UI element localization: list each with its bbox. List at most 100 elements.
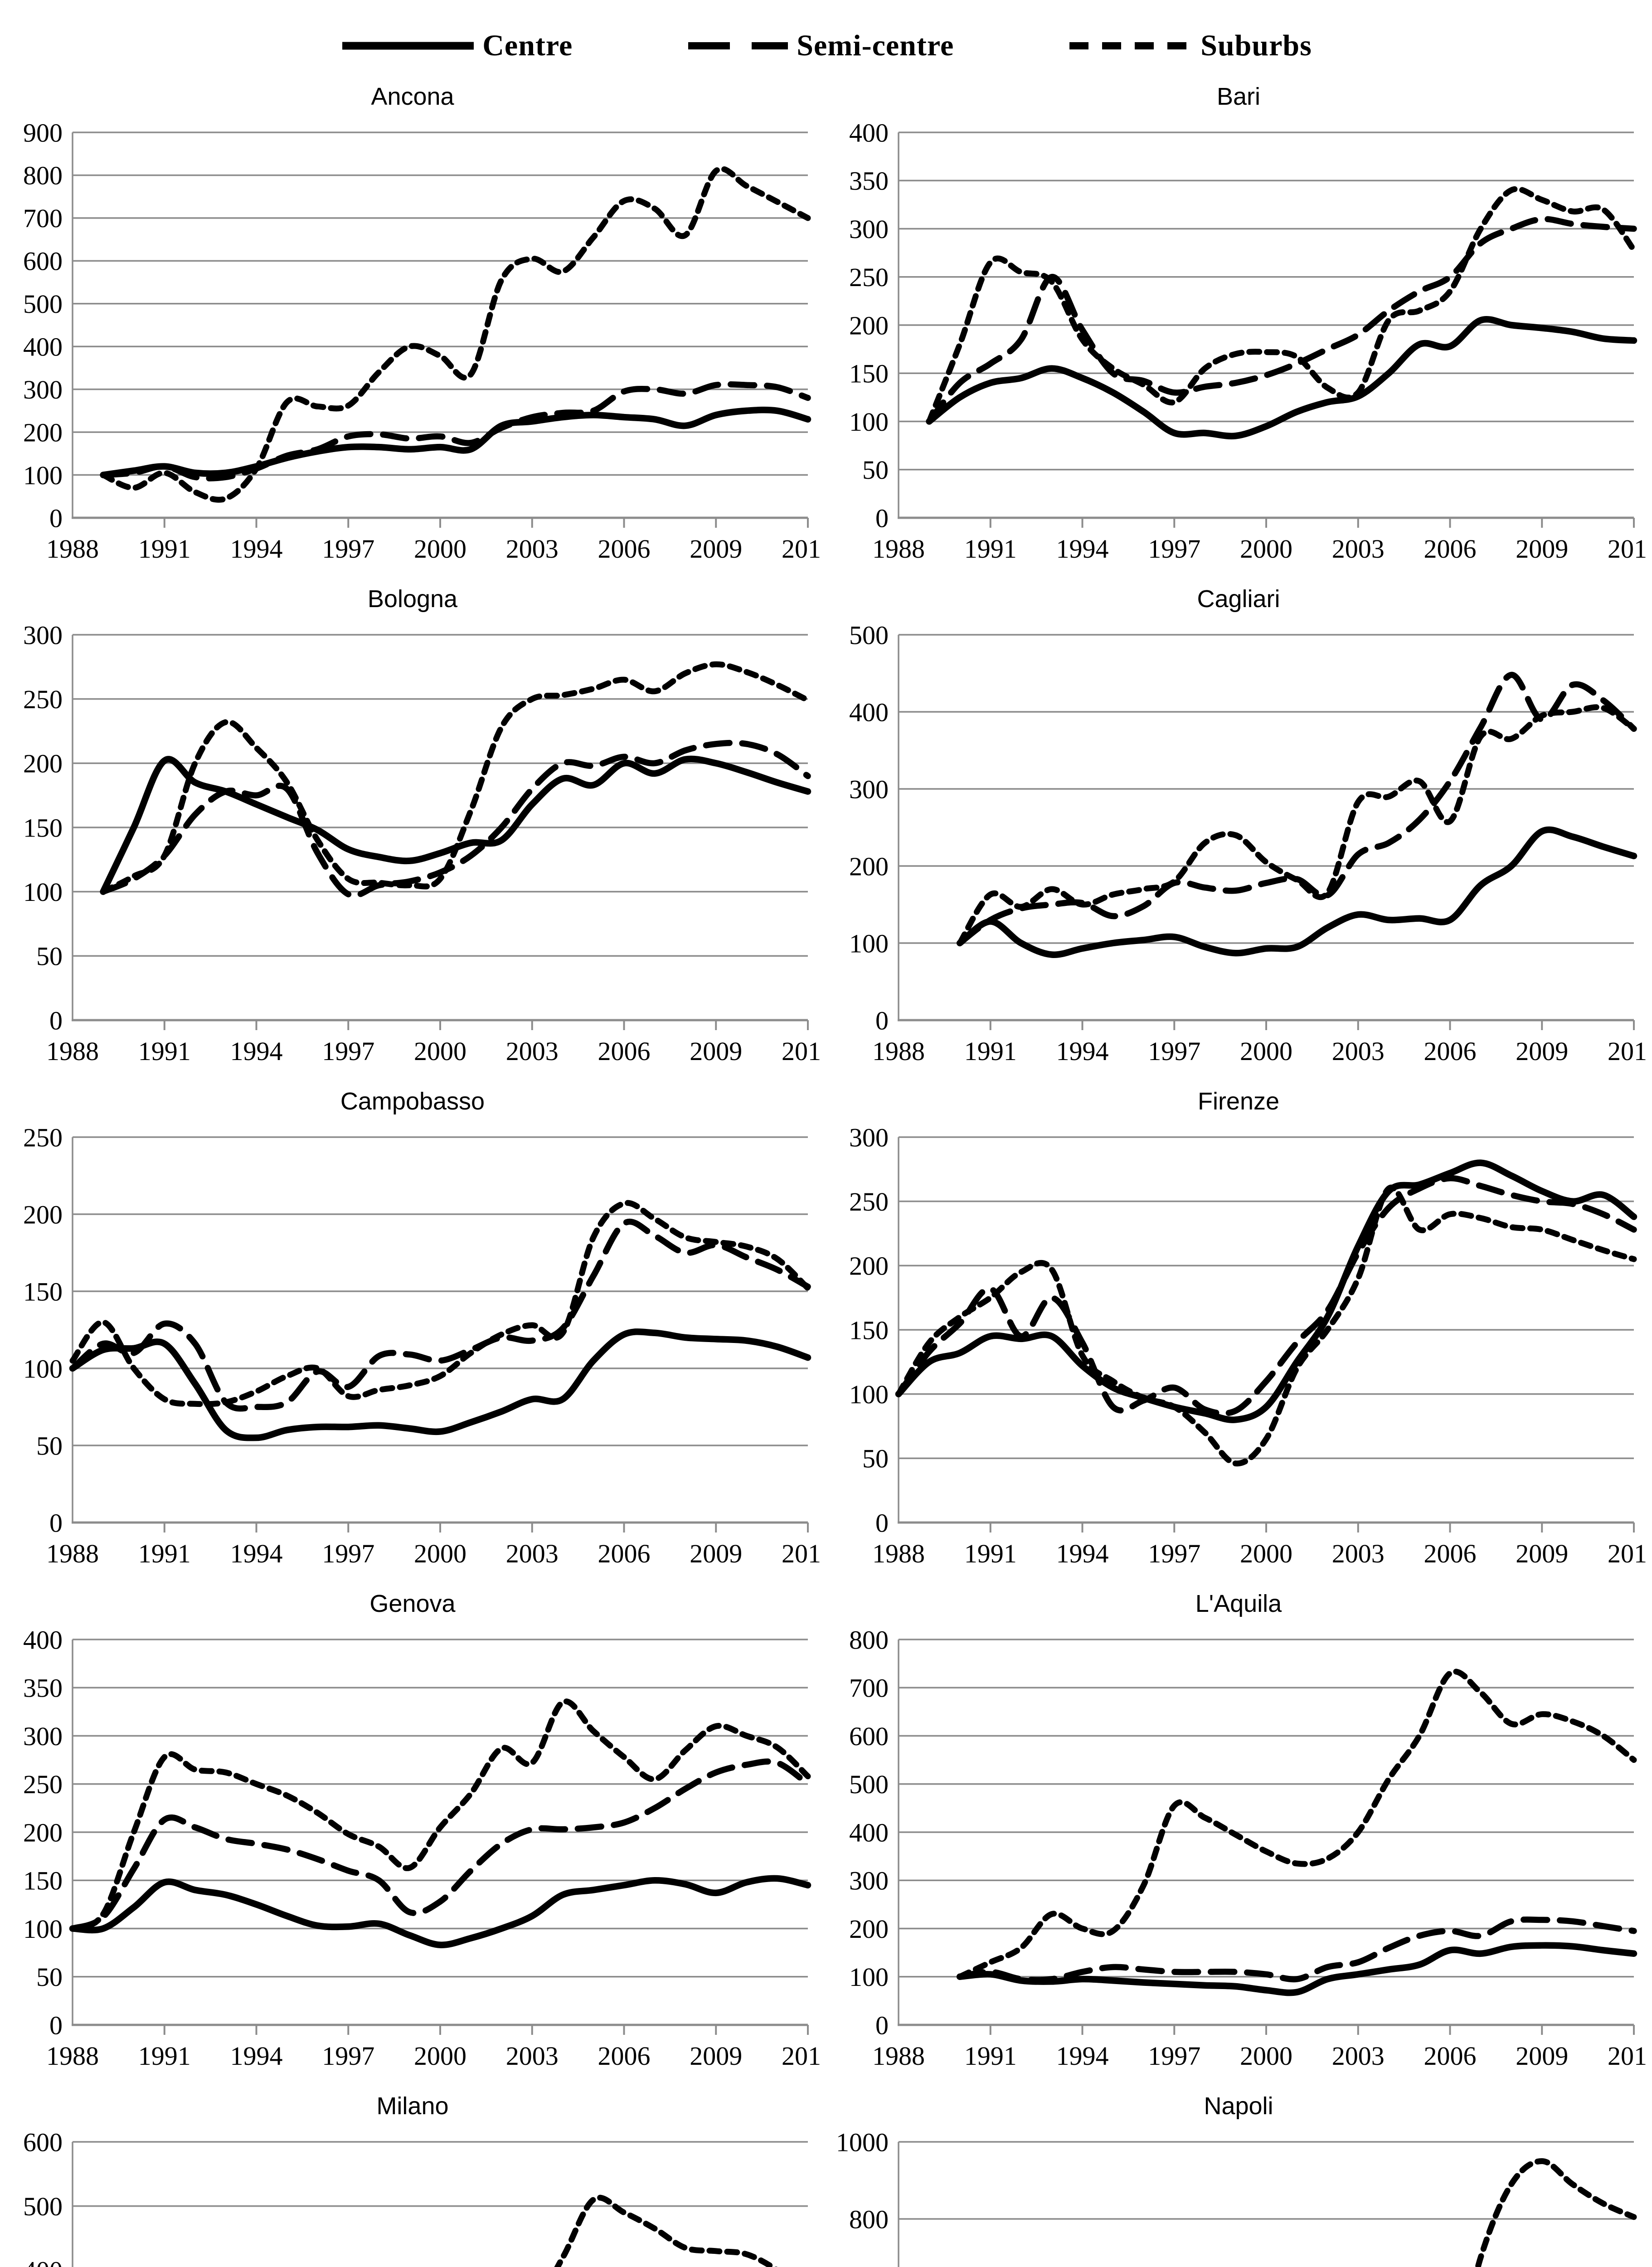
y-axis-label: 200 [23,1818,63,1847]
chart-title: Cagliari [1197,585,1280,613]
x-axis-label: 2000 [414,1539,466,1568]
y-axis-label: 0 [49,1006,63,1035]
series-suburbs-line [554,2194,778,2267]
chart-bologna: Bologna 0 50 100 150 200 250 300 1988 1991 1994 19… [0,582,826,1085]
y-axis-label: 100 [849,407,889,437]
genova-plot: 0 50 100 150 200 250 300 350 400 1988 1991 1994 1997… [23,1625,821,2071]
y-axis-label: 500 [23,289,63,319]
x-axis-label: 2009 [690,1539,742,1568]
series-centre-line [69,1328,811,1441]
x-axis-label: 1994 [1056,534,1109,564]
y-axis-label: 100 [23,1914,63,1944]
x-axis-label: 2012 [1608,2041,1647,2071]
x-axis-label: 2000 [1240,1036,1292,1066]
x-axis-label: 2000 [414,2041,466,2071]
x-axis-label: 1994 [230,534,283,564]
cagliari-plot: 0 100 200 300 400 500 1988 1991 1994 1997 2000 2003… [849,620,1647,1066]
y-axis-label: 400 [849,1818,889,1847]
series-suburbs-line [100,165,811,503]
x-axis-label: 1997 [322,1539,374,1568]
y-axis-label: 0 [49,2010,63,2040]
y-axis-label: 300 [23,620,63,650]
y-axis-label: 350 [849,166,889,196]
y-axis-label: 150 [23,1866,63,1896]
series-suburbs-line [100,661,811,895]
y-axis-label: 0 [875,1508,889,1537]
chart-milano: Milano 010020030040050060019881991199419… [0,2089,826,2267]
x-axis-label: 2003 [1332,1539,1385,1568]
chart-title: Campobasso [340,1088,485,1115]
x-axis-label: 2000 [1240,1539,1292,1568]
y-axis-label: 0 [49,503,63,533]
y-axis-label: 0 [875,1006,889,1035]
y-axis-label: 600 [23,2127,63,2157]
chart-title: Genova [369,1590,456,1617]
bari-plot: 0 50 100 150 200 250 300 350 400 1988 1991 1994 1997… [849,118,1647,564]
y-axis-label: 100 [849,1380,889,1409]
y-axis-label: 200 [849,851,889,881]
x-axis-label: 1991 [964,1539,1017,1568]
series-suburbs-line [69,1200,811,1407]
series-centre-line [69,1875,811,1948]
y-axis-label: 200 [849,311,889,340]
x-axis-label: 2006 [1424,534,1477,564]
series-centre-line [100,755,811,895]
x-axis-label: 2006 [598,1539,651,1568]
x-axis-label: 1994 [1056,1539,1109,1568]
y-axis-label: 200 [23,1200,63,1229]
x-axis-label: 1994 [230,1539,283,1568]
y-axis-label: 50 [36,1431,63,1460]
x-axis-label: 2012 [782,2041,821,2071]
x-axis-label: 1988 [46,1539,99,1568]
x-axis-label: 2012 [1608,1539,1647,1568]
y-axis-label: 250 [23,1123,63,1152]
legend-item-centre: Centre [340,29,573,63]
chart-legend: Centre Semi-centre Suburbs [0,0,1652,80]
x-axis-label: 2009 [1516,2041,1568,2071]
series-centre-line [926,316,1637,440]
y-axis-label: 250 [849,263,889,292]
x-axis-label: 2006 [1424,1036,1477,1066]
y-axis-label: 250 [849,1187,889,1216]
y-axis-label: 300 [849,1866,889,1896]
x-axis-label: 2003 [1332,534,1385,564]
x-axis-label: 2012 [782,1539,821,1568]
x-axis-label: 1994 [230,1036,283,1066]
bologna-plot: 0 50 100 150 200 250 300 1988 1991 1994 1997 2000 20… [23,620,821,1066]
y-axis-label: 1000 [836,2127,889,2157]
series-semi-centre-line [926,216,1637,425]
y-axis-label: 200 [849,1251,889,1281]
x-axis-label: 1991 [138,2041,191,2071]
y-axis-label: 350 [23,1673,63,1703]
chart-title: Milano [376,2092,449,2120]
x-axis-label: 1988 [46,2041,99,2071]
charts-grid: Ancona 0 100 200 300 400 500 600 700 800 900 1988 1… [0,80,1652,2267]
x-axis-label: 1997 [1148,2041,1200,2071]
x-axis-label: 1997 [322,1036,374,1066]
firenze-plot: 0 50 100 150 200 250 300 1988 1991 1994 1997 2000 20… [849,1123,1647,1568]
chart-title: Firenze [1197,1088,1280,1115]
x-axis-label: 1991 [138,534,191,564]
x-axis-label: 2006 [1424,1539,1477,1568]
y-axis-label: 900 [23,118,63,147]
y-axis-label: 800 [849,2204,889,2234]
x-axis-label: 2003 [1332,2041,1385,2071]
y-axis-label: 600 [849,1722,889,1751]
y-axis-label: 500 [23,2192,63,2221]
y-axis-label: 0 [875,503,889,533]
x-axis-label: 1991 [964,1036,1017,1066]
x-axis-label: 2009 [690,2041,742,2071]
y-axis-label: 300 [23,1722,63,1751]
x-axis-label: 2006 [1424,2041,1477,2071]
x-axis-label: 1997 [322,2041,374,2071]
series-suburbs-line [69,1698,811,1931]
x-axis-label: 1997 [1148,534,1200,564]
y-axis-label: 150 [849,359,889,389]
x-axis-label: 2003 [506,534,559,564]
chart-firenze: Firenze 0 50 100 150 200 250 300 1988 1991 1994 19… [826,1085,1652,1587]
x-axis-label: 1994 [1056,1036,1109,1066]
series-suburbs-line [1475,2158,1637,2267]
series-semi-centre-line [100,739,811,899]
ancona-plot: 0 100 200 300 400 500 600 700 800 900 1988 1991 1994… [23,118,821,564]
y-axis-label: 200 [849,1914,889,1944]
